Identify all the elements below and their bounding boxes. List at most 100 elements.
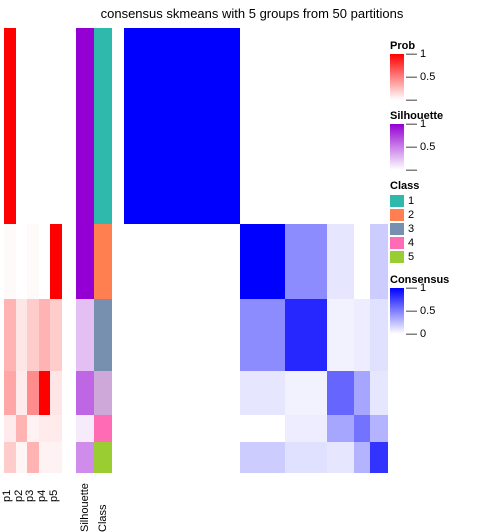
- heatmap-cell: [370, 415, 388, 442]
- prob-cell: [4, 299, 16, 370]
- prob-cell: [50, 224, 62, 300]
- legend-tick: — 0.5: [406, 305, 435, 317]
- legend-tick: — 0: [406, 328, 426, 340]
- x-axis-labels: p1p2p3p4p5SilhouetteClass: [0, 444, 504, 502]
- legend-swatch: [390, 223, 404, 235]
- heatmap-row: [124, 28, 388, 224]
- legend-tick: — 1: [406, 282, 426, 294]
- x-label: Silhouette: [79, 483, 91, 532]
- prob-cell: [16, 415, 28, 442]
- heatmap-cell: [370, 371, 388, 416]
- heatmap-row: [124, 371, 388, 416]
- prob-cell: [27, 28, 39, 224]
- heatmap-cell: [285, 224, 327, 300]
- heatmap-cell: [240, 299, 285, 370]
- heatmap-row: [124, 224, 388, 300]
- heatmap-cell: [240, 415, 285, 442]
- class-cell: [94, 224, 112, 300]
- legend-label: 2: [408, 209, 414, 221]
- legend-item: 2: [390, 208, 498, 222]
- prob-cell: [39, 415, 51, 442]
- prob-column: [39, 28, 51, 473]
- legend-item: 5: [390, 250, 498, 264]
- prob-cell: [27, 371, 39, 416]
- prob-cell: [27, 224, 39, 300]
- heatmap-cell: [327, 415, 353, 442]
- legend-block: Silhouette— 1— 0.5—: [390, 110, 498, 170]
- silhouette-cell: [76, 28, 94, 224]
- heatmap-cell: [327, 371, 353, 416]
- prob-cell: [16, 224, 28, 300]
- heatmap-cell: [354, 299, 370, 370]
- prob-cell: [50, 415, 62, 442]
- heatmap-cell: [354, 28, 370, 224]
- heatmap-cell: [124, 299, 240, 370]
- legend-swatch: [390, 237, 404, 249]
- legends: Prob— 1— 0.5— Silhouette— 1— 0.5— Class1…: [390, 40, 498, 344]
- prob-cell: [50, 299, 62, 370]
- legend-block: Consensus— 1— 0.5— 0: [390, 274, 498, 334]
- heatmap-row: [124, 415, 388, 442]
- heatmap-cell: [370, 299, 388, 370]
- legend-block: Prob— 1— 0.5—: [390, 40, 498, 100]
- legend-item: 3: [390, 222, 498, 236]
- prob-cell: [39, 299, 51, 370]
- prob-cell: [16, 371, 28, 416]
- legend-tick: — 0.5: [406, 71, 435, 83]
- legend-swatch: [390, 209, 404, 221]
- prob-column: [27, 28, 39, 473]
- consensus-heatmap: [124, 28, 388, 473]
- prob-cell: [39, 371, 51, 416]
- legend-tick: — 0.5: [406, 141, 435, 153]
- prob-cell: [50, 28, 62, 224]
- x-label: p1: [1, 490, 13, 502]
- prob-column: [4, 28, 16, 473]
- legend-label: 4: [408, 237, 414, 249]
- prob-cell: [4, 415, 16, 442]
- prob-cell: [4, 28, 16, 224]
- class-cell: [94, 28, 112, 224]
- legend-tick: — 1: [406, 48, 426, 60]
- legend-title: Class: [390, 180, 498, 192]
- legend-swatch: [390, 195, 404, 207]
- heatmap-cell: [354, 224, 370, 300]
- x-label: p5: [48, 490, 60, 502]
- heatmap-cell: [354, 371, 370, 416]
- legend-tick: — 1: [406, 118, 426, 130]
- heatmap-cell: [285, 28, 327, 224]
- x-label: Class: [97, 504, 109, 532]
- legend-label: 5: [408, 251, 414, 263]
- heatmap-cell: [240, 371, 285, 416]
- heatmap-cell: [285, 415, 327, 442]
- class-cell: [94, 371, 112, 416]
- page-title: consensus skmeans with 5 groups from 50 …: [0, 0, 504, 21]
- heatmap-cell: [327, 299, 353, 370]
- silhouette-column: [76, 28, 94, 473]
- prob-cell: [4, 371, 16, 416]
- prob-cell: [4, 224, 16, 300]
- prob-column: [50, 28, 62, 473]
- x-label: p3: [24, 490, 36, 502]
- heatmap-cell: [240, 28, 285, 224]
- legend-item: 1: [390, 194, 498, 208]
- heatmap-cell: [124, 224, 240, 300]
- class-column: [94, 28, 112, 473]
- heatmap-cell: [370, 224, 388, 300]
- legend-gradient: — 1— 0.5—: [390, 54, 404, 100]
- heatmap-cell: [370, 28, 388, 224]
- heatmap-cell: [354, 415, 370, 442]
- prob-cell: [27, 415, 39, 442]
- silhouette-cell: [76, 299, 94, 370]
- heatmap-cell: [124, 28, 240, 224]
- prob-cell: [39, 28, 51, 224]
- legend-label: 3: [408, 223, 414, 235]
- legend-gradient: — 1— 0.5— 0: [390, 288, 404, 334]
- silhouette-cell: [76, 224, 94, 300]
- class-cell: [94, 415, 112, 442]
- prob-column: [16, 28, 28, 473]
- silhouette-cell: [76, 415, 94, 442]
- prob-cell: [27, 299, 39, 370]
- heatmap-cell: [327, 224, 353, 300]
- heatmap-cell: [124, 371, 240, 416]
- class-cell: [94, 299, 112, 370]
